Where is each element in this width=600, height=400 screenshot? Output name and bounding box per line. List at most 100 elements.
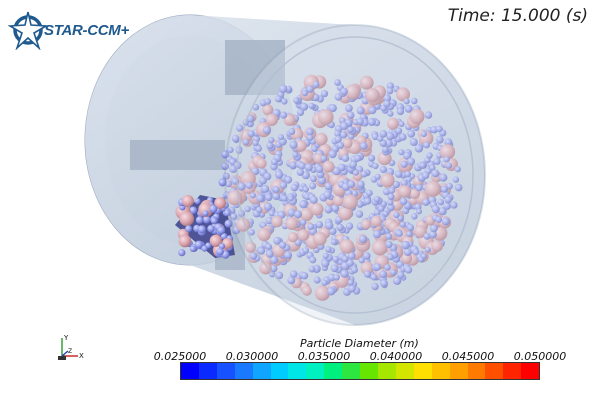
small-particle xyxy=(345,222,354,230)
small-particle xyxy=(382,146,389,153)
small-particle xyxy=(266,250,274,258)
small-particle xyxy=(400,160,408,168)
particle-bed xyxy=(175,74,463,301)
small-particle xyxy=(450,201,458,209)
small-particle xyxy=(308,102,315,109)
small-particle xyxy=(387,203,395,212)
small-particle xyxy=(306,134,314,141)
large-particle xyxy=(414,225,427,238)
small-particle xyxy=(454,183,463,192)
large-particle xyxy=(198,202,214,218)
large-particle xyxy=(339,239,355,254)
small-particle xyxy=(325,246,332,253)
small-particle xyxy=(341,154,350,162)
colorbar-swatch xyxy=(431,363,450,379)
small-particle xyxy=(348,285,356,293)
small-particle xyxy=(439,173,448,182)
small-particle xyxy=(441,217,450,226)
small-particle xyxy=(351,266,358,274)
small-particle xyxy=(407,157,416,166)
small-particle xyxy=(356,200,364,208)
small-particle xyxy=(218,178,227,187)
small-particle xyxy=(310,196,318,204)
small-particle xyxy=(430,126,438,134)
small-particle xyxy=(452,176,460,183)
small-particle xyxy=(249,252,258,260)
axes-triad[interactable]: Y X Z xyxy=(52,332,92,364)
large-particle xyxy=(359,75,374,90)
small-particle xyxy=(438,207,447,216)
small-particle xyxy=(422,198,430,206)
small-particle xyxy=(322,252,329,259)
colorbar-swatch xyxy=(342,363,361,379)
small-particle xyxy=(307,223,315,231)
colorbar-swatch xyxy=(485,363,504,379)
baffle-left xyxy=(130,140,225,170)
small-particle xyxy=(301,90,308,97)
large-particle xyxy=(337,205,353,221)
small-particle xyxy=(185,225,193,233)
small-particle xyxy=(285,85,292,93)
small-particle xyxy=(433,157,441,165)
small-particle xyxy=(396,230,403,237)
small-particle xyxy=(306,128,314,136)
small-particle xyxy=(218,243,225,250)
large-particle xyxy=(380,173,395,188)
large-particle xyxy=(317,109,334,125)
small-particle xyxy=(257,247,266,255)
large-particle xyxy=(256,158,267,169)
legend-tick-label: 0.030000 xyxy=(225,350,279,363)
small-particle xyxy=(290,184,299,192)
small-particle xyxy=(195,216,204,224)
small-particle xyxy=(225,180,232,188)
small-particle xyxy=(321,259,330,268)
large-particle xyxy=(310,202,324,216)
small-particle xyxy=(315,220,324,229)
small-particle xyxy=(328,149,337,159)
small-particle xyxy=(363,252,371,260)
small-particle xyxy=(332,255,340,263)
small-particle xyxy=(346,126,354,133)
small-particle xyxy=(429,164,436,171)
small-particle xyxy=(340,121,349,131)
small-particle xyxy=(334,79,341,86)
small-particle xyxy=(424,246,431,253)
small-particle xyxy=(405,176,412,183)
small-particle xyxy=(300,102,309,111)
small-particle xyxy=(222,172,230,180)
small-particle xyxy=(373,263,382,271)
small-particle xyxy=(429,230,437,239)
small-particle xyxy=(380,279,388,288)
large-particle xyxy=(431,240,443,252)
small-particle xyxy=(371,133,379,141)
small-particle xyxy=(273,186,280,193)
small-particle xyxy=(333,274,340,281)
legend-tick-label: 0.025000 xyxy=(153,350,207,363)
small-particle xyxy=(202,215,211,224)
small-particle xyxy=(384,264,391,271)
small-particle xyxy=(398,121,405,127)
small-particle xyxy=(227,146,234,153)
small-particle xyxy=(320,155,328,162)
small-particle xyxy=(443,156,450,163)
small-particle xyxy=(324,182,333,191)
small-particle xyxy=(399,133,407,141)
large-particle xyxy=(315,132,328,146)
colorbar-swatch xyxy=(521,363,540,379)
small-particle xyxy=(283,251,293,260)
small-particle xyxy=(275,95,282,103)
large-particle xyxy=(301,285,312,296)
small-particle xyxy=(287,276,296,285)
small-particle xyxy=(209,204,218,213)
small-particle xyxy=(289,270,298,278)
small-particle xyxy=(317,176,327,185)
small-particle xyxy=(327,287,336,296)
small-particle xyxy=(346,111,355,119)
small-particle xyxy=(308,265,316,273)
large-particle xyxy=(209,234,223,247)
small-particle xyxy=(411,97,418,105)
small-particle xyxy=(310,175,317,183)
large-particle xyxy=(361,219,372,230)
